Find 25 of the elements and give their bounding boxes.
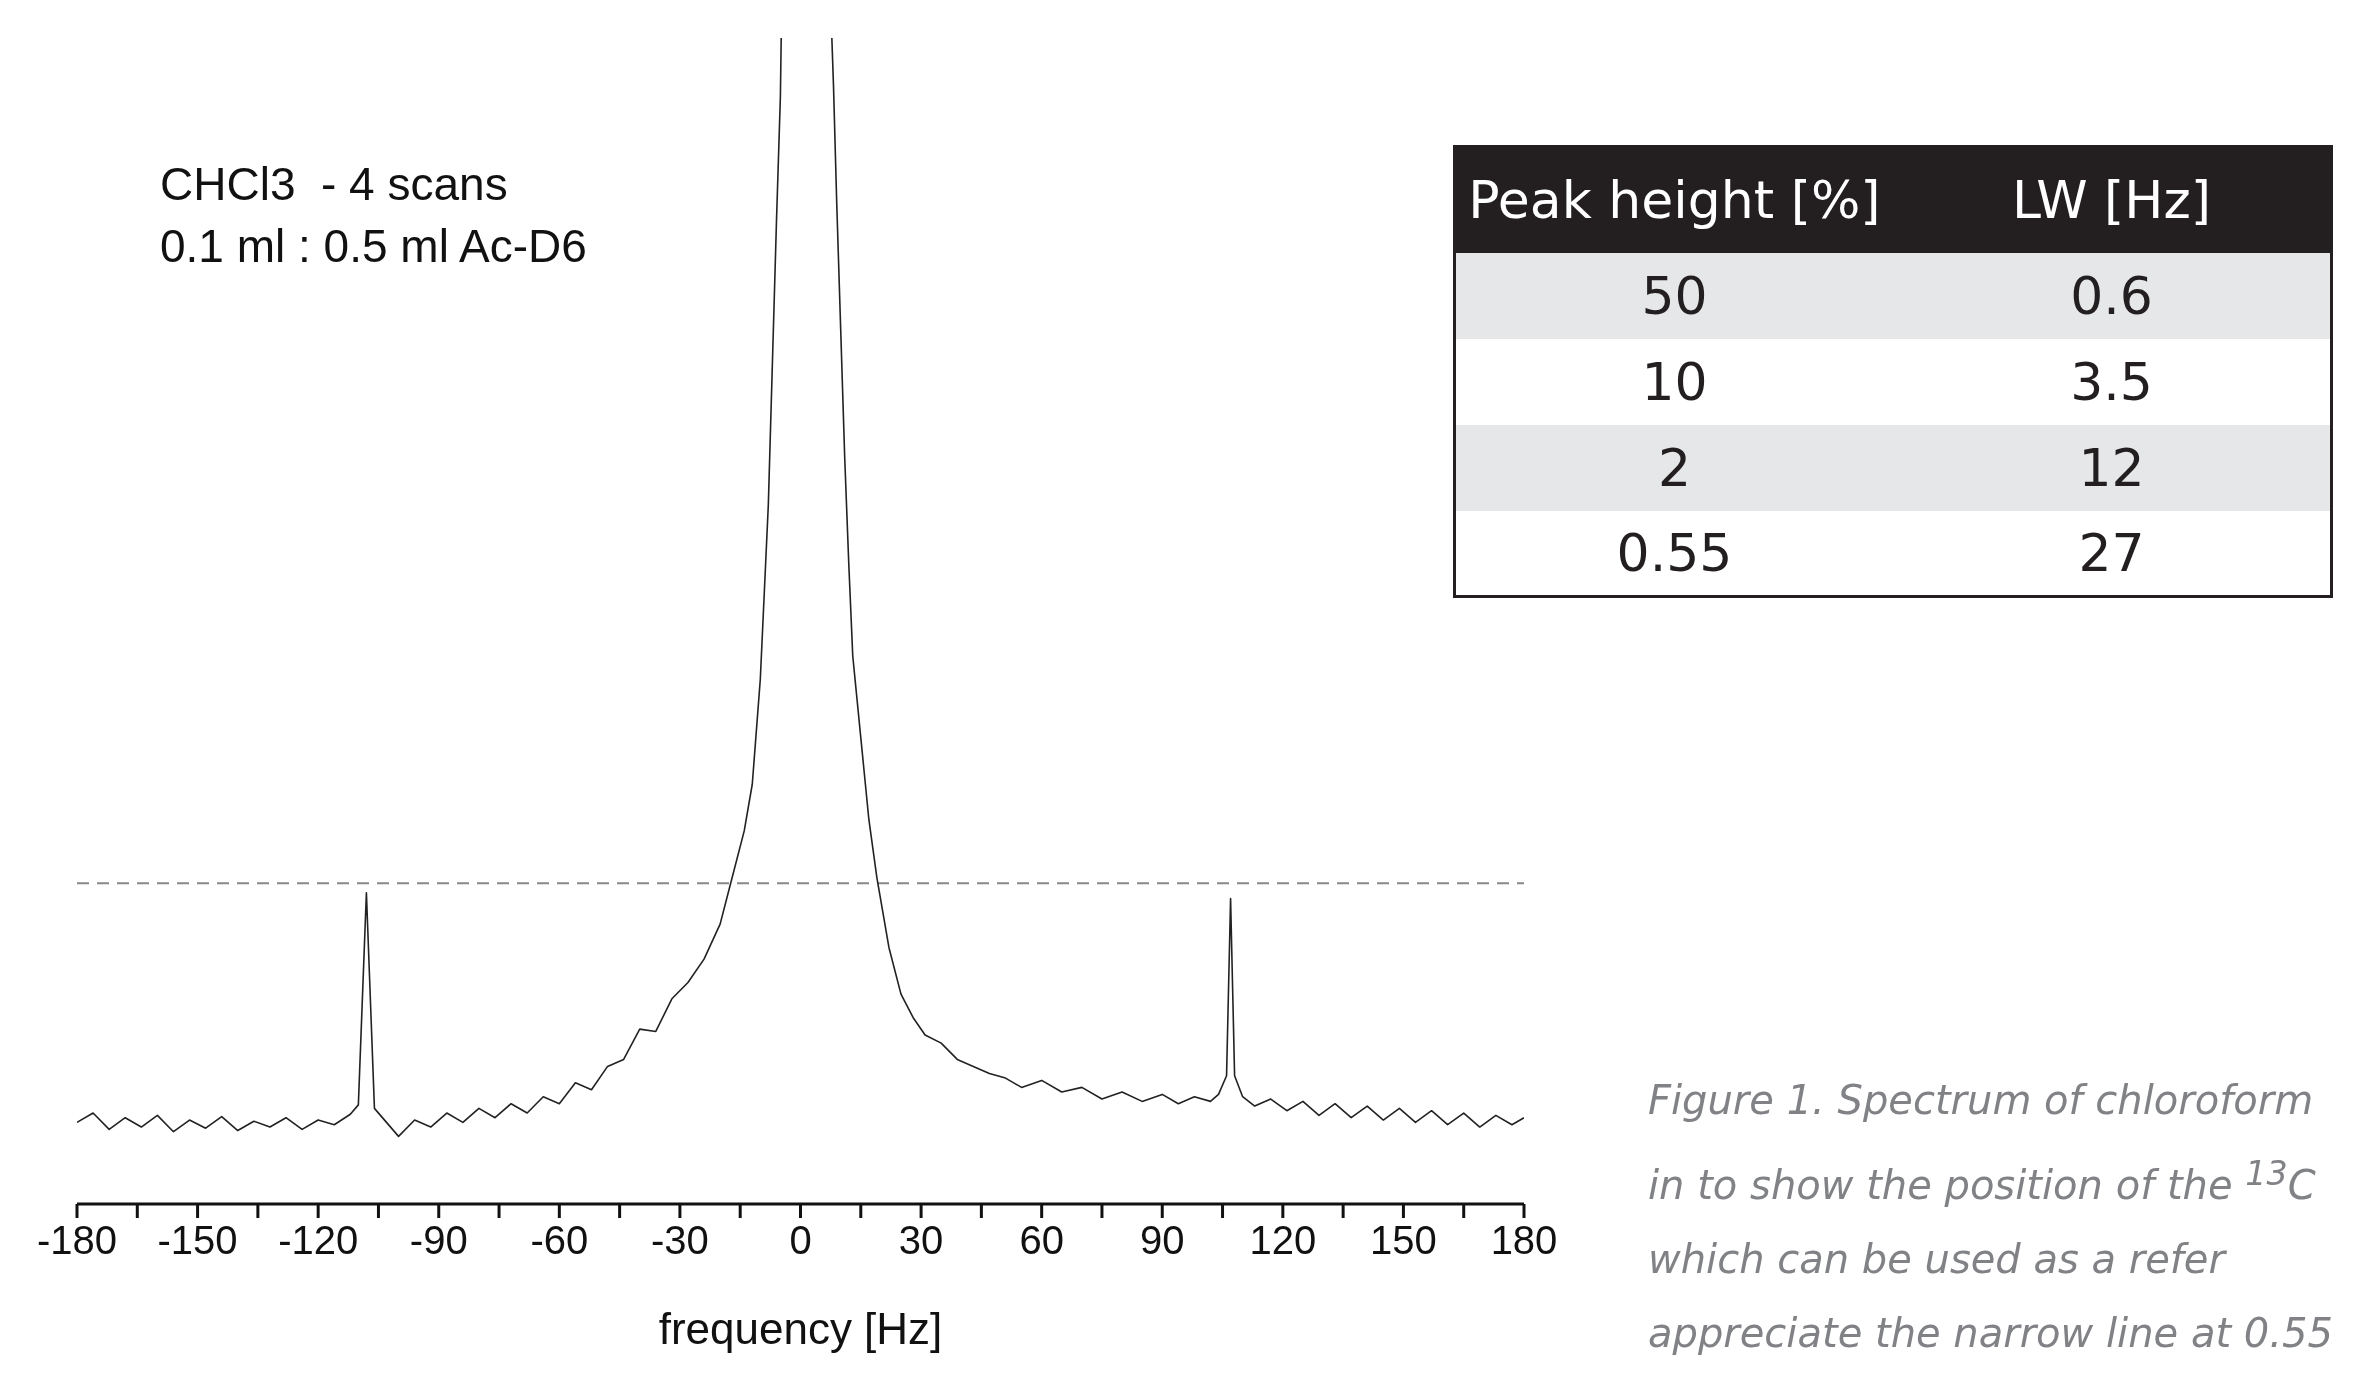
x-tick-label: 60 (1019, 1218, 1064, 1263)
caption: Figure 1. Spectrum of chloroform (1648, 1076, 2315, 1125)
x-tick-label: -90 (409, 1218, 468, 1263)
annotation: Peak height [%] (1467, 169, 1882, 233)
table-row: 10 3.5 (1454, 338, 2332, 425)
x-axis-title: frequency [Hz] (658, 1304, 943, 1353)
x-tick-label: -120 (278, 1218, 359, 1263)
annotation: CHCl3 - 4 scans (160, 157, 509, 212)
x-tick-label: 90 (1140, 1218, 1185, 1263)
x-tick-label: -30 (651, 1218, 709, 1263)
x-tick-label: -150 (157, 1218, 238, 1263)
x-tick-label: -180 (36, 1218, 118, 1263)
table-row: 0.55 27 (1454, 510, 2332, 597)
text: which can be used as a refer (1648, 1235, 2228, 1285)
x-tick-label: 150 (1370, 1218, 1437, 1263)
annotation: 0.1 ml : 0.5 ml Ac-D6 (160, 219, 587, 274)
x-tick-label: -60 (530, 1218, 589, 1263)
text: appreciate the narrow line at 0.55 (1648, 1309, 2334, 1359)
x-tick-label: 0 (789, 1218, 812, 1263)
x-tick-label: 120 (1249, 1218, 1317, 1263)
table-header-row: Peak height [%] LW [Hz] (1454, 146, 2332, 253)
table-row: 50 0.6 (1454, 252, 2332, 339)
text: in to show the position of the $^{13}$C (1648, 1153, 2317, 1211)
x-tick-label: 30 (898, 1218, 944, 1263)
x-tick-label: 180 (1490, 1218, 1558, 1263)
